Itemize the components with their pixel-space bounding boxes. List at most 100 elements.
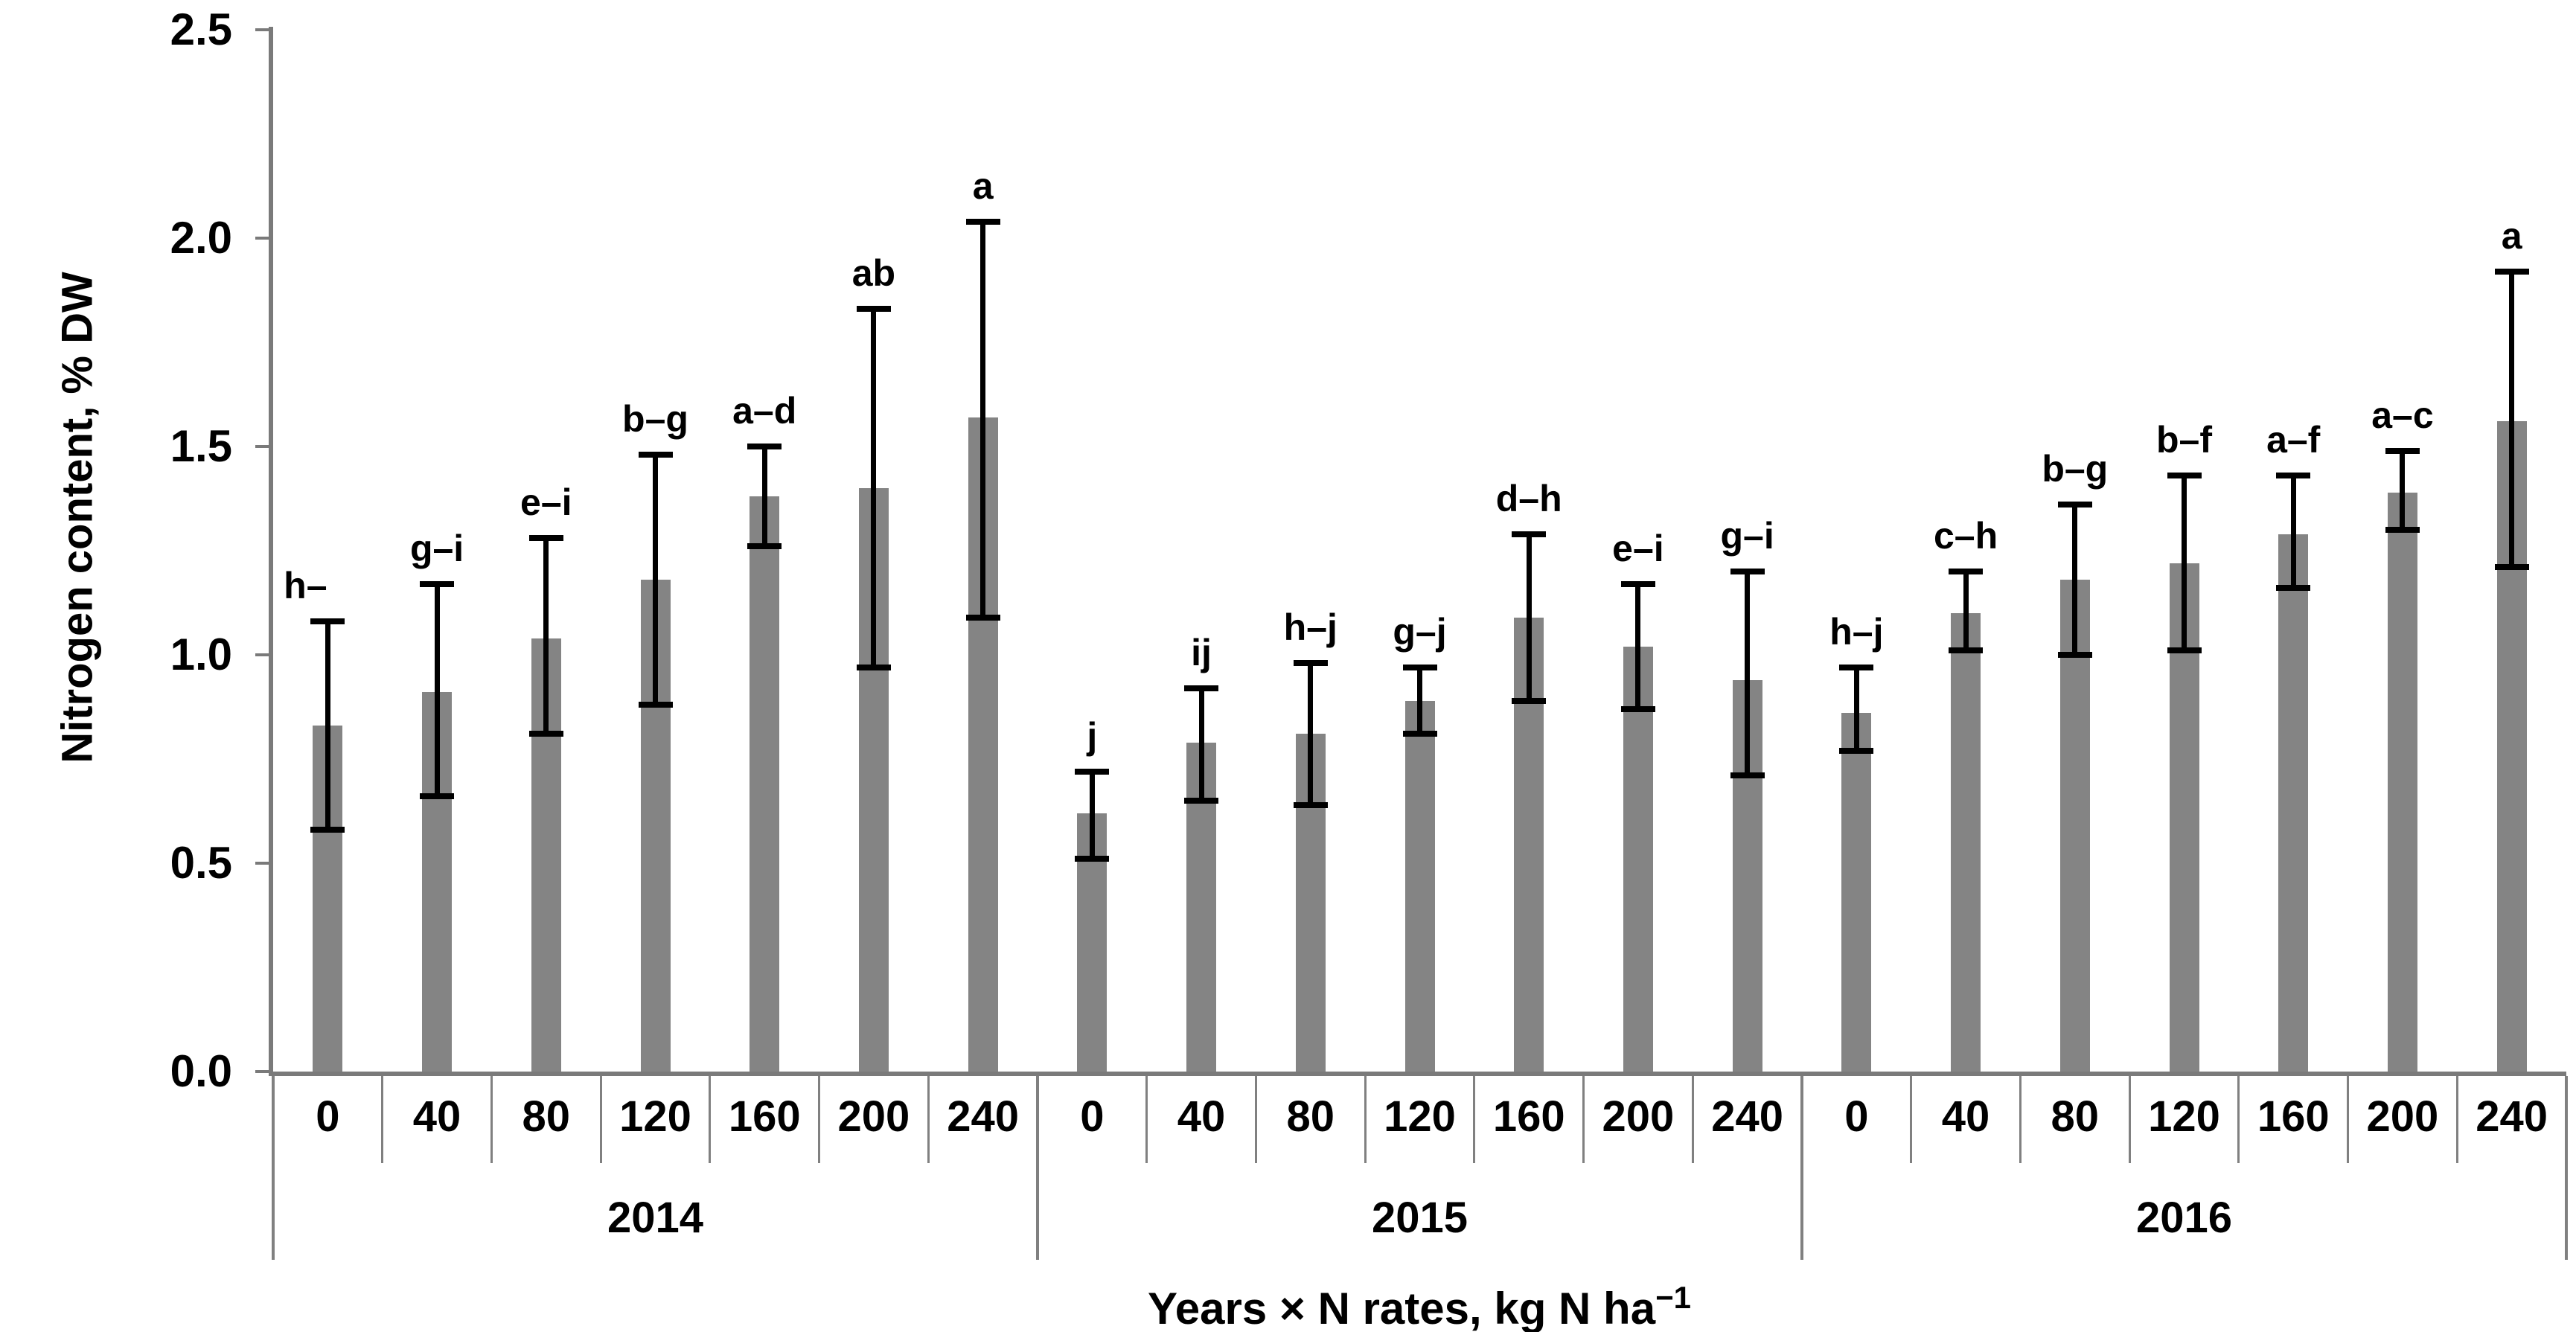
- x-category-label: 160: [2257, 1092, 2330, 1141]
- error-bar-stem: [434, 583, 440, 797]
- significance-letter-label: a–f: [2266, 419, 2321, 461]
- bar: [1951, 613, 1981, 1072]
- error-bar-cap-top: [1730, 569, 1765, 574]
- error-bar-cap-top: [1620, 580, 1655, 587]
- error-bar-cap-bottom: [1730, 772, 1765, 779]
- error-bar-cap-top: [1184, 685, 1219, 691]
- x-axis-title-text: Years × N rates, kg N ha: [1148, 1284, 1656, 1332]
- category-separator-line: [1364, 1076, 1367, 1163]
- error-bar-cap-top: [1402, 664, 1437, 670]
- x-category-label: 40: [1177, 1092, 1226, 1141]
- x-category-label: 40: [1941, 1092, 1990, 1141]
- significance-letter-label: a: [972, 164, 994, 207]
- bar: [1841, 713, 1872, 1072]
- y-tick-mark: [255, 862, 270, 865]
- error-bar-cap-bottom: [856, 664, 891, 670]
- significance-letter-label: h–: [284, 565, 327, 607]
- x-category-label: 40: [412, 1092, 461, 1141]
- category-separator-line: [599, 1076, 602, 1163]
- error-bar-stem: [1417, 667, 1422, 734]
- significance-letter-label: b–g: [2042, 448, 2109, 490]
- significance-letter-label: c–h: [1933, 515, 1998, 557]
- significance-letter-label: b–g: [622, 398, 688, 441]
- significance-letter-label: h–j: [1829, 610, 1884, 653]
- y-tick-mark: [255, 1070, 270, 1073]
- y-tick-label: 0.5: [170, 838, 232, 888]
- year-group-label: 2016: [2135, 1194, 2233, 1242]
- bar: [750, 496, 780, 1072]
- error-bar-cap-top: [2167, 473, 2202, 479]
- x-category-label: 240: [947, 1092, 1020, 1141]
- error-bar-cap-bottom: [2276, 585, 2311, 592]
- significance-letter-label: d–h: [1495, 477, 1562, 519]
- error-bar-cap-bottom: [1839, 747, 1874, 754]
- x-axis-baseline: [269, 1072, 2566, 1076]
- y-tick-label: 2.0: [170, 213, 232, 263]
- plot-area: h– g–i e–i b–g a–d ab a j ij h–j g–j d–h e–i g–i h–j c–…: [273, 30, 2566, 1072]
- bar: [2387, 492, 2417, 1072]
- error-bar-cap-bottom: [1075, 856, 1110, 862]
- error-bar-stem: [2509, 271, 2515, 568]
- x-category-label: 0: [1844, 1092, 1869, 1141]
- category-separator-line: [2237, 1076, 2240, 1163]
- y-tick-label: 0.0: [170, 1046, 232, 1096]
- x-category-label: 120: [2148, 1092, 2220, 1141]
- year-group-label: 2014: [607, 1194, 704, 1242]
- error-bar-cap-bottom: [638, 702, 673, 708]
- significance-letter-label: g–i: [409, 527, 464, 569]
- category-separator-line: [1582, 1076, 1585, 1163]
- error-bar-cap-bottom: [528, 731, 563, 737]
- significance-letter-label: a–d: [732, 390, 797, 432]
- x-category-label: 200: [837, 1092, 910, 1141]
- x-category-label: 120: [619, 1092, 691, 1141]
- category-separator-line: [1145, 1076, 1148, 1163]
- error-bar-stem: [2182, 476, 2187, 651]
- error-bar-cap-bottom: [2057, 652, 2092, 658]
- error-bar-stem: [1963, 571, 1969, 651]
- error-bar-cap-top: [1293, 660, 1328, 667]
- error-bar-stem: [1745, 571, 1751, 776]
- category-separator-line: [381, 1076, 384, 1163]
- error-bar-cap-top: [1512, 531, 1547, 537]
- x-category-label: 0: [316, 1092, 340, 1141]
- error-bar-cap-top: [420, 580, 455, 587]
- category-separator-line: [2347, 1076, 2350, 1163]
- significance-letter-label: ab: [851, 252, 896, 295]
- x-category-label: 0: [1080, 1092, 1105, 1141]
- year-group-separator-line: [1800, 1076, 1803, 1260]
- category-separator-line: [2455, 1076, 2458, 1163]
- category-separator-line: [927, 1076, 930, 1163]
- category-separator-line: [709, 1076, 712, 1163]
- error-bar-stem: [325, 621, 330, 830]
- error-bar-stem: [1853, 667, 1859, 751]
- x-category-label: 80: [522, 1092, 571, 1141]
- significance-letter-label: j: [1087, 714, 1098, 757]
- category-separator-line: [1691, 1076, 1694, 1163]
- error-bar-cap-top: [528, 535, 563, 542]
- significance-letter-label: g–i: [1720, 515, 1774, 557]
- x-category-label: 120: [1384, 1092, 1456, 1141]
- y-axis-title: Nitrogen content, % DW: [53, 272, 102, 763]
- significance-letter-label: b–f: [2156, 419, 2212, 461]
- error-bar-cap-top: [2385, 447, 2420, 454]
- y-tick-mark: [255, 28, 270, 31]
- category-separator-line: [818, 1076, 821, 1163]
- significance-letter-label: a: [2501, 214, 2522, 257]
- error-bar-cap-bottom: [1949, 647, 1984, 654]
- error-bar-cap-top: [2276, 473, 2311, 479]
- x-category-label: 200: [2366, 1092, 2439, 1141]
- x-category-label: 200: [1602, 1092, 1675, 1141]
- error-bar-stem: [1089, 771, 1095, 859]
- significance-letter-label: a–c: [2371, 394, 2434, 436]
- x-category-label: 160: [1492, 1092, 1565, 1141]
- y-axis-line: [269, 27, 273, 1075]
- error-bar-stem: [871, 309, 877, 667]
- error-bar-cap-bottom: [2385, 527, 2420, 533]
- significance-letter-label: g–j: [1393, 610, 1447, 653]
- error-bar-cap-top: [1949, 569, 1984, 574]
- error-bar-cap-top: [2057, 502, 2092, 508]
- error-bar-cap-bottom: [1620, 705, 1655, 712]
- category-separator-line: [490, 1076, 493, 1163]
- significance-letter-label: e–i: [520, 481, 572, 524]
